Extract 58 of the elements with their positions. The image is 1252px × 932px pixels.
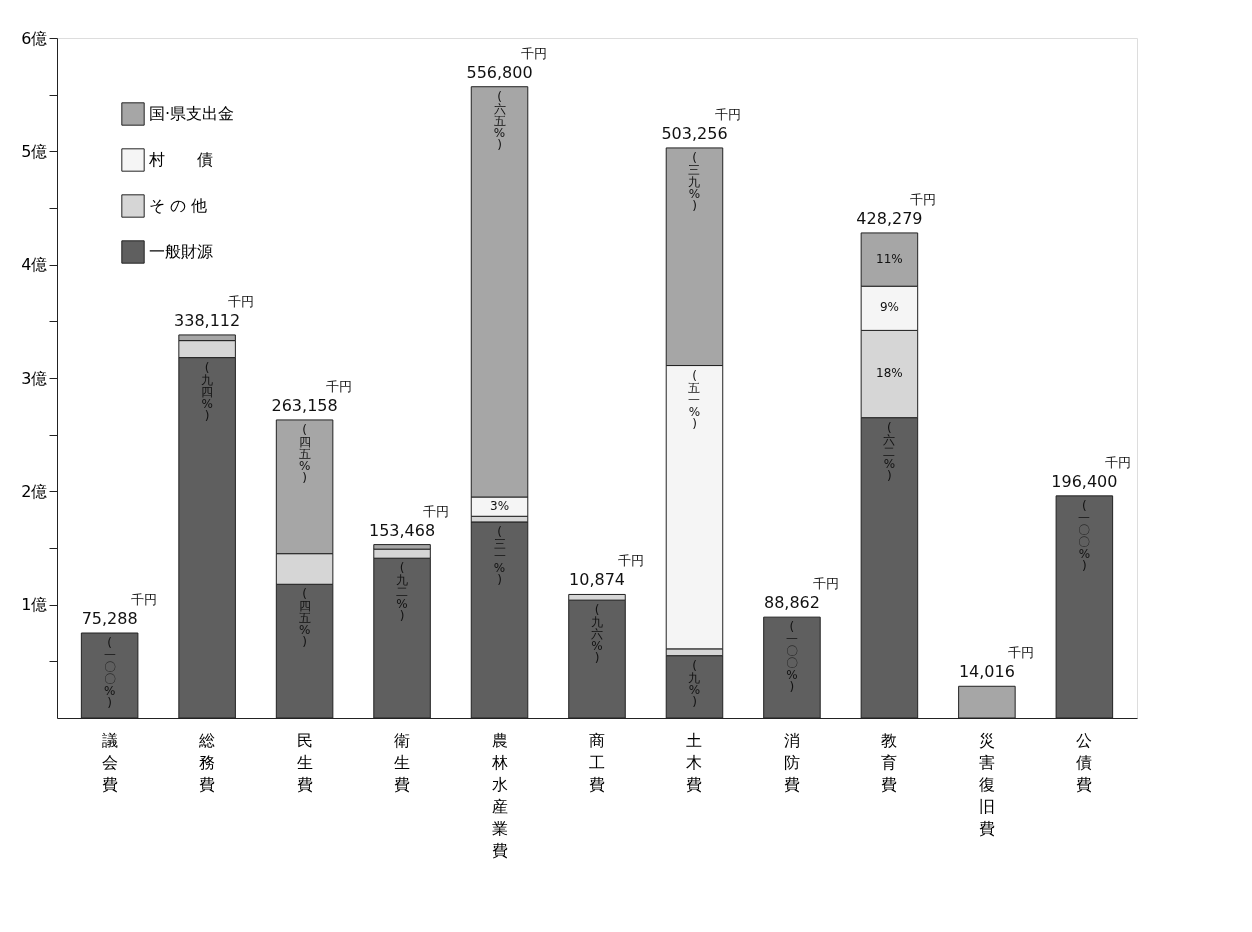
annotation: 9% — [879, 300, 899, 315]
x-tick-label: 総務費 — [198, 730, 216, 794]
annotation: 千円 — [910, 191, 937, 207]
annotation: 千円 — [130, 592, 157, 607]
y-tick-label: 6億 — [21, 28, 48, 48]
x-tick-label: 農林水産業費 — [490, 730, 508, 860]
y-tick-label: 1億 — [21, 595, 48, 615]
annotation: 11% — [876, 251, 903, 266]
annotation: 88,862 — [763, 593, 820, 613]
annotation: (九二%) — [396, 561, 409, 624]
annotation: 千円 — [1105, 454, 1132, 470]
x-tick-label: 衛生費 — [394, 730, 411, 794]
annotation: (四五%) — [298, 422, 311, 485]
x-tick-label: 消防費 — [783, 730, 800, 794]
y-tick-label: 3億 — [21, 368, 48, 388]
annotation: 75,288 — [81, 609, 138, 628]
annotation: 千円 — [715, 106, 742, 122]
x-tick-label: 教育費 — [881, 730, 898, 794]
legend-label: 国·県支出金 — [149, 104, 235, 123]
annotation: 503,256 — [661, 123, 728, 143]
annotation: 18% — [876, 366, 903, 381]
annotation: 千円 — [325, 378, 352, 394]
x-tick-label: 災害復旧費 — [978, 730, 995, 838]
x-tick-label: 議会費 — [101, 730, 118, 794]
annotation: 14,016 — [958, 662, 1015, 682]
annotation: (五一%) — [688, 368, 701, 431]
annotation: 338,112 — [174, 310, 241, 330]
legend-label: 一般財源 — [149, 242, 213, 261]
annotation: 556,800 — [466, 62, 533, 82]
legend-label: そ の 他 — [149, 196, 208, 215]
annotation: 千円 — [1007, 645, 1034, 661]
annotation: (九%) — [688, 658, 701, 709]
annotation: (九四%) — [201, 360, 214, 423]
annotation: 428,279 — [856, 208, 923, 228]
y-tick-label: 5億 — [21, 141, 48, 161]
annotation: 千円 — [520, 45, 547, 61]
annotation: 263,158 — [271, 395, 338, 415]
annotation: 千円 — [228, 293, 255, 309]
legend-label: 村 債 — [148, 150, 213, 169]
y-tick-label: 2億 — [21, 481, 48, 501]
annotation: 10,874 — [569, 570, 625, 590]
annotation: (三九%) — [688, 150, 701, 213]
annotation: (三一%) — [493, 524, 506, 587]
annotation: 千円 — [812, 576, 839, 592]
annotation: 196,400 — [1051, 471, 1118, 491]
annotation: 千円 — [423, 503, 450, 519]
annotation: 153,468 — [368, 520, 436, 540]
y-tick-label: 4億 — [21, 255, 48, 275]
x-tick-label: 民生費 — [296, 730, 313, 794]
annotation: (六二%) — [883, 420, 896, 483]
annotation: 千円 — [618, 553, 644, 569]
annotation: (四五%) — [298, 587, 311, 650]
x-tick-label: 公債費 — [1076, 730, 1093, 794]
annotation: 3% — [490, 498, 510, 513]
x-tick-label: 商工費 — [589, 730, 605, 794]
x-tick-label: 土木費 — [686, 730, 703, 794]
annotation: (九六%) — [591, 603, 603, 666]
annotation: (六五%) — [493, 89, 506, 152]
